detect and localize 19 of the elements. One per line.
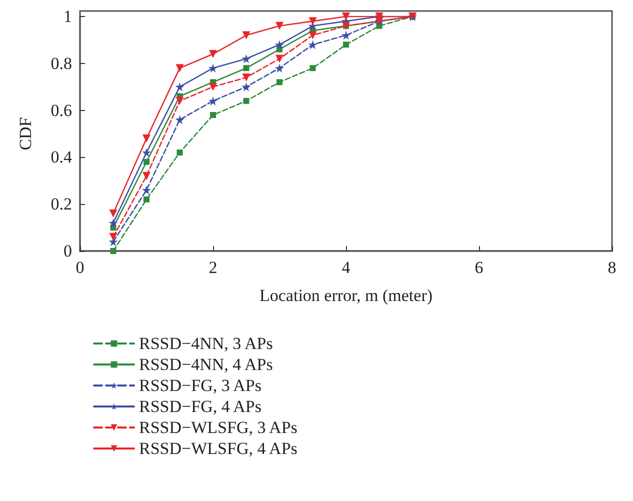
- y-tick-label: 0.8: [50, 54, 72, 73]
- legend-label: RSSD−4NN, 3 APs: [139, 334, 273, 353]
- x-tick-label: 6: [474, 258, 484, 277]
- x-tick-label: 8: [608, 258, 616, 277]
- x-axis-title: Location error, m (meter): [259, 286, 433, 305]
- x-tick-label: 2: [208, 258, 218, 277]
- y-tick-label: 0.6: [50, 100, 72, 120]
- legend-label: RSSD−WLSFG, 3 APs: [139, 418, 298, 437]
- y-tick-label: 0: [64, 242, 72, 260]
- legend-label: RSSD−WLSFG, 4 APs: [139, 439, 298, 458]
- legend-label: RSSD−4NN, 4 APs: [139, 355, 273, 374]
- y-tick-label: 1: [64, 7, 72, 26]
- y-axis-title: CDF: [16, 117, 35, 150]
- x-tick-label: 0: [76, 258, 84, 277]
- legend-label: RSSD−FG, 3 APs: [139, 376, 262, 395]
- y-tick-label: 0.4: [50, 148, 72, 167]
- y-tick-label: 0.2: [50, 194, 72, 214]
- legend-label: RSSD−FG, 4 APs: [139, 397, 262, 416]
- x-tick-label: 4: [342, 258, 351, 277]
